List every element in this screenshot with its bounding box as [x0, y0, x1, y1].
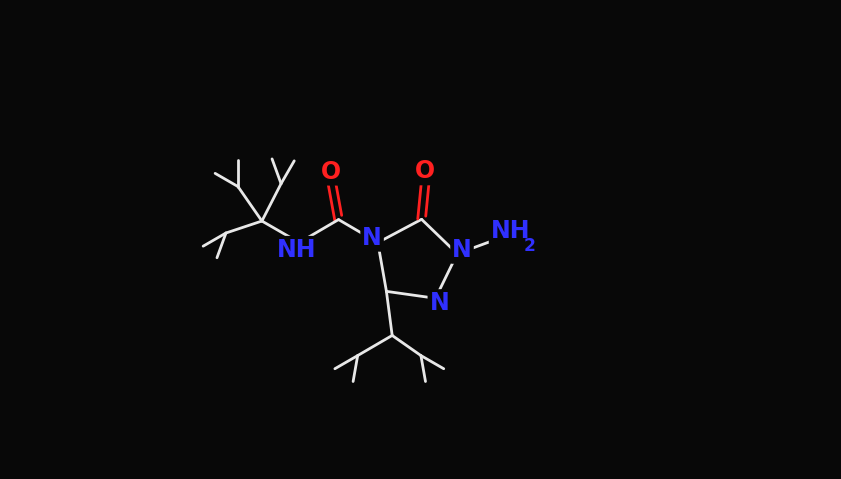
Text: 2: 2 — [524, 237, 536, 255]
Text: N: N — [362, 226, 382, 250]
Text: N: N — [430, 291, 449, 315]
Text: N: N — [452, 238, 472, 262]
Text: NH: NH — [278, 238, 316, 262]
Text: O: O — [321, 160, 341, 183]
Text: O: O — [415, 160, 436, 183]
Text: NH: NH — [490, 219, 530, 243]
